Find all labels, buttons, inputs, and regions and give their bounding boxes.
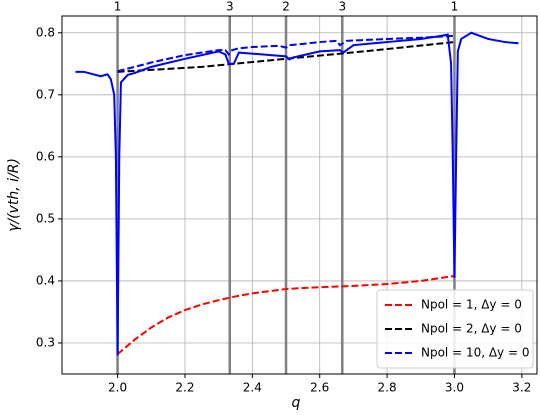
legend-label: Npol = 10, Δy = 0 bbox=[421, 346, 529, 360]
legend-label: Npol = 2, Δy = 0 bbox=[421, 322, 522, 336]
y-tick-label: 0.8 bbox=[36, 25, 55, 39]
x-tick-label: 2.4 bbox=[243, 381, 262, 395]
series-line bbox=[75, 31, 519, 356]
rational-surface-label: 2 bbox=[282, 0, 290, 14]
rational-surface-label: 1 bbox=[114, 0, 122, 14]
rational-surface-label: 3 bbox=[226, 0, 234, 14]
series-line bbox=[117, 34, 455, 73]
legend-box bbox=[376, 289, 534, 369]
plot-frame bbox=[61, 15, 538, 375]
rational-surface-label: 3 bbox=[338, 0, 346, 14]
y-tick-label: 0.5 bbox=[36, 211, 55, 225]
y-tick-label: 0.4 bbox=[36, 273, 55, 287]
x-tick-label: 2.0 bbox=[108, 381, 127, 395]
legend-label: Npol = 1, Δy = 0 bbox=[421, 298, 522, 312]
y-tick-label: 0.7 bbox=[36, 87, 55, 101]
x-tick-label: 2.6 bbox=[310, 381, 329, 395]
y-tick-label: 0.3 bbox=[36, 335, 55, 349]
x-tick-label: 3.0 bbox=[445, 381, 464, 395]
y-tick-label: 0.6 bbox=[36, 149, 55, 163]
series-line bbox=[116, 274, 455, 355]
series-line bbox=[117, 41, 455, 73]
x-axis-label: q bbox=[292, 395, 301, 411]
y-axis-label: γ/(vth, i/R) bbox=[6, 158, 22, 232]
x-tick-label: 2.8 bbox=[378, 381, 397, 395]
x-tick-label: 3.2 bbox=[512, 381, 531, 395]
x-tick-label: 2.2 bbox=[175, 381, 194, 395]
rational-surface-label: 1 bbox=[451, 0, 459, 14]
